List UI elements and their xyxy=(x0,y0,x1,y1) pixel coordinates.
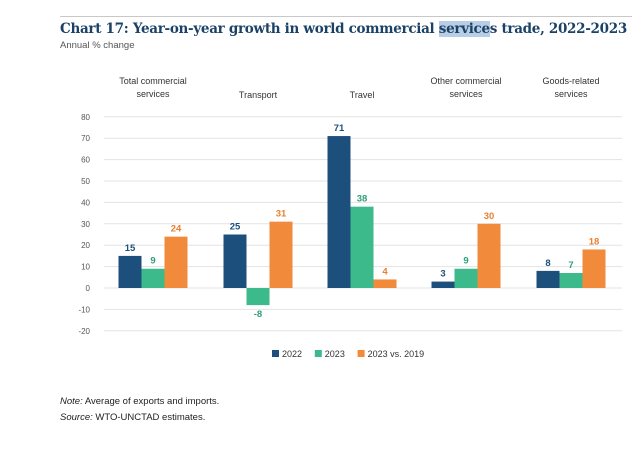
y-tick-label: 70 xyxy=(81,134,90,143)
chart-source: Source: WTO-UNCTAD estimates. xyxy=(60,412,205,423)
data-label: 31 xyxy=(276,209,287,220)
bar-2023 xyxy=(559,273,583,288)
legend-swatch xyxy=(314,350,322,357)
data-label: 71 xyxy=(334,123,345,134)
data-label: 30 xyxy=(484,211,495,222)
data-label: 38 xyxy=(357,194,368,205)
source-text: WTO-UNCTAD estimates. xyxy=(92,412,206,423)
bar-2023-vs-2019 xyxy=(164,236,188,288)
data-label: 9 xyxy=(150,256,155,267)
title-text-end: s trade, 2022-2023 xyxy=(489,21,627,37)
note-text: Average of exports and imports. xyxy=(82,396,220,407)
data-label: 25 xyxy=(230,222,241,233)
bar-2023 xyxy=(141,268,165,288)
y-tick-label: 30 xyxy=(81,220,90,229)
bar-2023 xyxy=(454,268,478,288)
data-label: 9 xyxy=(463,256,468,267)
y-tick-label: 10 xyxy=(81,263,90,272)
data-label: -8 xyxy=(254,309,262,320)
bar-2022 xyxy=(223,234,247,288)
bar-2023-vs-2019 xyxy=(477,223,501,288)
category-label: Other commercial xyxy=(430,76,501,86)
title-text: Chart 17: Year-on-year growth in world c… xyxy=(60,21,439,37)
bar-2022 xyxy=(431,281,455,288)
bar-2023 xyxy=(246,288,270,306)
bar-2023-vs-2019 xyxy=(373,279,397,288)
category-label: services xyxy=(449,89,483,99)
legend-swatch xyxy=(357,350,365,357)
data-label: 15 xyxy=(125,243,136,254)
y-tick-label: 80 xyxy=(81,113,90,122)
data-label: 18 xyxy=(589,236,600,247)
y-tick-label: 60 xyxy=(81,156,90,165)
bar-2022 xyxy=(118,255,142,288)
title-highlight: service xyxy=(438,21,490,37)
y-tick-label: 0 xyxy=(86,284,91,293)
category-label: Total commercial xyxy=(119,76,187,86)
chart-title: Chart 17: Year-on-year growth in world c… xyxy=(60,21,627,37)
y-tick-label: -20 xyxy=(78,327,90,336)
source-label: Source: xyxy=(60,412,93,423)
bar-2023-vs-2019 xyxy=(269,221,293,288)
data-label: 7 xyxy=(568,260,573,271)
legend-label: 2022 xyxy=(282,349,302,359)
bar-2023-vs-2019 xyxy=(582,249,606,288)
category-label: Travel xyxy=(350,90,375,100)
data-label: 4 xyxy=(382,266,388,277)
note-label: Note: xyxy=(60,396,83,407)
bar-2022 xyxy=(327,136,351,288)
bar-2023 xyxy=(350,206,374,288)
y-tick-label: 20 xyxy=(81,241,90,250)
chart-note: Note: Average of exports and imports. xyxy=(60,396,219,407)
category-label: Transport xyxy=(239,90,278,100)
top-rule xyxy=(60,16,632,17)
legend-swatch xyxy=(272,350,279,357)
legend-label: 2023 xyxy=(325,349,345,359)
category-label: services xyxy=(136,89,170,99)
y-tick-label: 50 xyxy=(81,177,90,186)
data-label: 3 xyxy=(440,269,445,280)
y-tick-label: -10 xyxy=(78,305,90,314)
data-label: 24 xyxy=(171,224,182,235)
chart-subtitle: Annual % change xyxy=(60,40,135,51)
data-label: 8 xyxy=(545,258,550,269)
legend-label: 2023 vs. 2019 xyxy=(368,349,425,359)
bar-2022 xyxy=(536,270,560,288)
y-tick-label: 40 xyxy=(81,198,90,207)
category-label: services xyxy=(554,89,588,99)
category-label: Goods-related xyxy=(542,76,599,86)
